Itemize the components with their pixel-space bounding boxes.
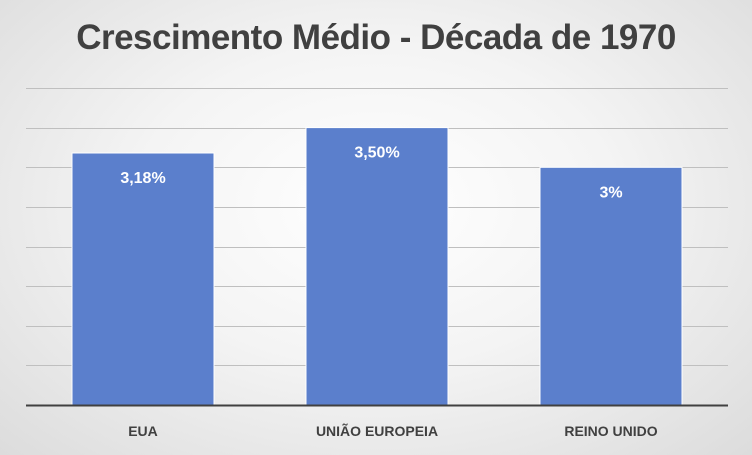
category-label-2: REINO UNIDO bbox=[564, 423, 657, 439]
category-label-1: UNIÃO EUROPEIA bbox=[316, 422, 438, 439]
bar-2 bbox=[539, 166, 683, 406]
bar-0 bbox=[71, 152, 215, 406]
chart-title: Crescimento Médio - Década de 1970 bbox=[76, 18, 676, 57]
bar-1 bbox=[305, 127, 449, 406]
category-label-0: EUA bbox=[128, 423, 158, 439]
data-label-0: 3,18% bbox=[120, 170, 165, 187]
data-label-2: 3% bbox=[599, 184, 622, 201]
data-label-1: 3,50% bbox=[354, 145, 399, 162]
